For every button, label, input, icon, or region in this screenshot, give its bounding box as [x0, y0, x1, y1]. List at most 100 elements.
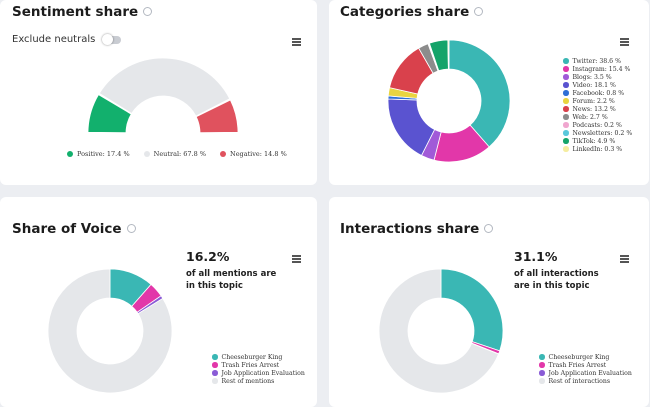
legend-dot — [539, 354, 545, 360]
legend-dot — [563, 122, 569, 128]
slice-negative[interactable] — [195, 99, 239, 134]
legend-dot — [212, 362, 218, 368]
slice-cheeseburger-king[interactable] — [440, 268, 504, 352]
legend-dot — [563, 82, 569, 88]
legend-dot — [539, 362, 545, 368]
slice-rest-of-mentions[interactable] — [47, 268, 173, 394]
slice-positive[interactable] — [87, 94, 132, 134]
slice-twitter[interactable] — [448, 39, 511, 148]
legend-label: Job Application Evaluation — [548, 369, 632, 377]
toggle-knob[interactable] — [102, 33, 114, 45]
share-of-voice-legend: Cheeseburger King Trash Fries Arrest Job… — [212, 353, 305, 385]
legend-dot — [563, 66, 569, 72]
legend-label: Blogs: 3.5 % — [572, 73, 612, 81]
legend-item-news[interactable]: News: 13.2 % — [563, 105, 632, 113]
legend-item-video[interactable]: Video: 18.1 % — [563, 81, 632, 89]
info-icon[interactable] — [126, 223, 136, 233]
legend-dot — [563, 146, 569, 152]
legend-dot — [220, 151, 226, 157]
legend-item-instagram[interactable]: Instagram: 15.4 % — [563, 65, 632, 73]
legend-label: Twitter: 38.6 % — [572, 57, 621, 65]
legend-item-trash-fries-arrest[interactable]: Trash Fries Arrest — [212, 361, 305, 369]
legend-item-cheeseburger-king[interactable]: Cheeseburger King — [539, 353, 632, 361]
share-of-voice-percent: 16.2% — [186, 249, 230, 264]
info-icon[interactable] — [484, 223, 494, 233]
legend-item-linkedin[interactable]: LinkedIn: 0.3 % — [563, 145, 632, 153]
interactions-donut-chart — [378, 268, 504, 394]
categories-legend: Twitter: 38.6 % Instagram: 15.4 % Blogs:… — [563, 57, 632, 153]
legend-label: Facebook: 0.8 % — [572, 89, 625, 97]
share-of-voice-card: Share of Voice 16.2% of all mentions are… — [0, 197, 317, 407]
share-of-voice-title-text: Share of Voice — [12, 221, 122, 237]
interactions-share-card: Interactions share 31.1% of all interact… — [329, 197, 649, 407]
legend-label: Forum: 2.2 % — [572, 97, 615, 105]
legend-label: Instagram: 15.4 % — [572, 65, 631, 73]
hamburger-menu-icon[interactable] — [620, 38, 629, 46]
share-of-voice-donut-chart — [47, 268, 173, 394]
legend-dot — [143, 151, 150, 157]
legend-dot — [563, 114, 569, 120]
legend-item-forum[interactable]: Forum: 2.2 % — [563, 97, 632, 105]
legend-item-negative[interactable]: Negative: 14.8 % — [220, 150, 287, 158]
legend-dot — [212, 370, 218, 376]
legend-label: Positive: 17.4 % — [77, 150, 130, 158]
legend-item-job-application-evaluation[interactable]: Job Application Evaluation — [539, 369, 632, 377]
legend-item-positive[interactable]: Positive: 17.4 % — [67, 150, 130, 158]
legend-label: Video: 18.1 % — [572, 81, 616, 89]
exclude-neutrals-label: Exclude neutrals — [12, 34, 96, 45]
interactions-share-title-text: Interactions share — [340, 221, 480, 237]
interactions-share-title: Interactions share — [340, 221, 494, 237]
hamburger-menu-icon[interactable] — [292, 38, 301, 46]
legend-item-tiktok[interactable]: TikTok: 4.9 % — [563, 137, 632, 145]
legend-dot — [539, 378, 545, 384]
legend-item-rest-of-interactions[interactable]: Rest of interactions — [539, 377, 632, 385]
legend-item-trash-fries-arrest[interactable]: Trash Fries Arrest — [539, 361, 632, 369]
legend-label: Newsletters: 0.2 % — [572, 129, 633, 137]
slice-linkedin[interactable] — [447, 39, 450, 70]
legend-label: Rest of mentions — [221, 377, 275, 385]
slice-neutral[interactable] — [98, 57, 231, 117]
legend-dot — [212, 354, 218, 360]
sentiment-share-title: Sentiment share — [12, 4, 153, 20]
interactions-stat: 31.1% of all interactions are in this to… — [514, 249, 609, 292]
sentiment-legend: Positive: 17.4 % Neutral: 67.8 % Negativ… — [67, 150, 287, 158]
categories-share-title: Categories share — [340, 4, 484, 20]
legend-item-blogs[interactable]: Blogs: 3.5 % — [563, 73, 632, 81]
legend-label: Web: 2.7 % — [572, 113, 608, 121]
legend-label: Rest of interactions — [548, 377, 611, 385]
legend-item-newsletters[interactable]: Newsletters: 0.2 % — [563, 129, 632, 137]
interactions-legend: Cheeseburger King Trash Fries Arrest Job… — [539, 353, 632, 385]
legend-item-rest-of-mentions[interactable]: Rest of mentions — [212, 377, 305, 385]
legend-item-facebook[interactable]: Facebook: 0.8 % — [563, 89, 632, 97]
legend-label: TikTok: 4.9 % — [572, 137, 616, 145]
legend-dot — [563, 98, 569, 104]
exclude-neutrals-toggle[interactable]: Exclude neutrals — [12, 33, 122, 45]
legend-item-cheeseburger-king[interactable]: Cheeseburger King — [212, 353, 305, 361]
legend-dot — [563, 106, 569, 112]
sentiment-semi-donut-chart — [87, 57, 239, 134]
interactions-subtitle: of all interactions are in this topic — [514, 269, 599, 291]
legend-item-web[interactable]: Web: 2.7 % — [563, 113, 632, 121]
slice-rest-of-interactions[interactable] — [378, 268, 500, 394]
info-icon[interactable] — [474, 6, 484, 16]
legend-item-podcasts[interactable]: Podcasts: 0.2 % — [563, 121, 632, 129]
legend-dot — [563, 130, 569, 136]
legend-item-twitter[interactable]: Twitter: 38.6 % — [563, 57, 632, 65]
hamburger-menu-icon[interactable] — [620, 255, 629, 263]
legend-label: Neutral: 67.8 % — [153, 150, 206, 158]
categories-share-title-text: Categories share — [340, 4, 470, 20]
legend-dot — [563, 58, 569, 64]
share-of-voice-title: Share of Voice — [12, 221, 136, 237]
legend-label: LinkedIn: 0.3 % — [572, 145, 623, 153]
info-icon[interactable] — [143, 6, 153, 16]
legend-label: Cheeseburger King — [548, 353, 610, 361]
legend-label: News: 13.2 % — [572, 105, 616, 113]
legend-item-neutral[interactable]: Neutral: 67.8 % — [143, 150, 206, 158]
legend-dot — [563, 90, 569, 96]
toggle-switch[interactable] — [102, 33, 122, 45]
hamburger-menu-icon[interactable] — [292, 255, 301, 263]
legend-label: Negative: 14.8 % — [230, 150, 287, 158]
legend-dot — [539, 370, 545, 376]
legend-item-job-application-evaluation[interactable]: Job Application Evaluation — [212, 369, 305, 377]
legend-dot — [212, 378, 218, 384]
